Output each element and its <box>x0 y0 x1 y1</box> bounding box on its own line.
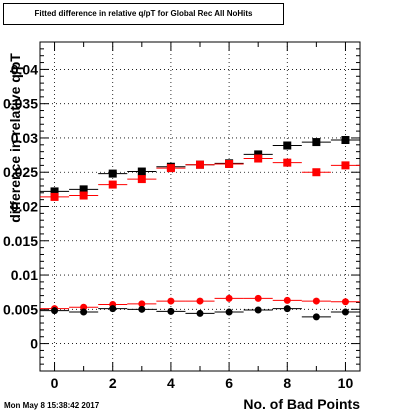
data-point <box>166 164 175 173</box>
data-point <box>80 308 88 316</box>
data-point <box>79 185 88 194</box>
y-tick-label: 0.015 <box>3 233 38 249</box>
data-point <box>196 160 204 169</box>
data-point <box>254 150 263 159</box>
y-tick-label: 0.03 <box>11 130 38 146</box>
data-point <box>108 180 117 189</box>
data-point <box>138 300 146 308</box>
series-3 <box>40 294 360 313</box>
y-tick-label: 0.01 <box>11 267 38 283</box>
data-point <box>51 307 59 315</box>
series-4 <box>40 305 360 321</box>
y-tick-labels: 0 0.005 0.01 0.015 0.02 0.025 0.03 0.035 0.04 <box>3 61 38 351</box>
data-point <box>341 298 349 306</box>
data-point <box>50 187 59 196</box>
data-point <box>254 294 262 302</box>
data-point <box>312 313 320 321</box>
x-tick-label: 10 <box>338 375 354 391</box>
data-point <box>167 307 175 315</box>
data-point <box>109 305 117 313</box>
data-point <box>341 136 350 145</box>
x-tick-label: 2 <box>109 375 117 391</box>
axis-ticks <box>40 41 360 372</box>
x-axis-label: No. of Bad Points <box>243 396 360 412</box>
x-tick-labels: 0 2 4 6 8 10 <box>51 375 354 391</box>
data-point <box>283 296 291 304</box>
data-point <box>137 167 146 176</box>
data-point <box>196 309 204 317</box>
data-point <box>254 306 262 314</box>
y-tick-label: 0.035 <box>3 96 38 112</box>
y-tick-label: 0.025 <box>3 164 38 180</box>
data-point <box>312 138 321 147</box>
data-point <box>167 297 175 305</box>
data-point <box>341 161 350 170</box>
y-tick-label: 0 <box>30 336 38 352</box>
data-point <box>138 305 146 313</box>
data-point <box>225 294 233 302</box>
series-2 <box>40 154 360 201</box>
data-point <box>196 297 204 305</box>
series <box>40 136 360 321</box>
data-point <box>312 297 320 305</box>
data-point <box>80 303 88 311</box>
y-tick-label: 0.02 <box>11 199 38 215</box>
data-point <box>283 158 292 167</box>
data-point <box>137 175 146 184</box>
data-point <box>79 191 88 200</box>
y-tick-label: 0.005 <box>3 301 38 317</box>
y-axis-label: difference in relative q/pT <box>7 53 23 223</box>
data-point <box>283 141 292 150</box>
data-point <box>108 169 117 178</box>
chart-title: Fitted difference in relative q/pT for G… <box>3 3 284 25</box>
data-point <box>225 160 234 169</box>
data-point <box>50 192 59 201</box>
data-point <box>312 168 321 177</box>
y-tick-label: 0.04 <box>11 61 38 77</box>
data-point <box>254 154 263 163</box>
data-point <box>341 308 349 316</box>
x-tick-label: 4 <box>167 375 175 391</box>
data-point <box>283 305 291 313</box>
grid <box>40 42 360 371</box>
x-tick-label: 8 <box>283 375 291 391</box>
timestamp: Mon May 8 15:38:42 2017 <box>4 401 100 410</box>
x-tick-label: 6 <box>225 375 233 391</box>
x-tick-label: 0 <box>51 375 59 391</box>
data-point <box>225 308 233 316</box>
